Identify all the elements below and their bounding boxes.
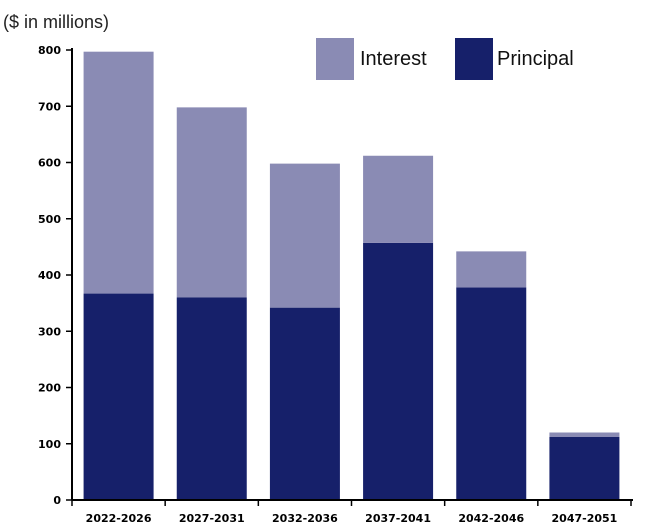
y-tick-label: 800 <box>38 44 61 57</box>
bar-principal-2027-2031 <box>176 297 247 500</box>
x-tick-label: 2022-2026 <box>86 512 152 525</box>
x-axis: 2022-2026 2027-2031 2032-2036 2037-2041 2042… <box>71 499 633 525</box>
legend: Interest Principal <box>316 38 574 80</box>
unit-label: ($ in millions) <box>3 12 109 32</box>
bar-interest-2047-2051 <box>549 432 620 437</box>
bar-interest-2027-2031 <box>176 107 247 298</box>
x-tick-label: 2037-2041 <box>365 512 431 525</box>
y-tick-label: 400 <box>38 269 61 282</box>
y-tick-label: 200 <box>38 382 61 395</box>
bar-principal-2022-2026 <box>83 293 154 500</box>
bar-interest-2037-2041 <box>363 155 434 243</box>
y-tick-label: 0 <box>53 494 61 507</box>
legend-label-principal: Principal <box>497 48 574 70</box>
bar-interest-2022-2026 <box>83 51 154 294</box>
y-axis: 0 100 200 300 400 500 600 700 800 <box>38 44 73 507</box>
x-tick-label: 2032-2036 <box>272 512 338 525</box>
bar-principal-2042-2046 <box>456 287 527 500</box>
x-tick-label: 2027-2031 <box>179 512 245 525</box>
bar-interest-2042-2046 <box>456 251 527 288</box>
legend-label-interest: Interest <box>360 48 427 70</box>
y-tick-label: 500 <box>38 213 61 226</box>
bar-principal-2047-2051 <box>549 437 620 500</box>
bar-interest-2032-2036 <box>269 163 340 308</box>
bar-principal-2037-2041 <box>363 242 434 500</box>
y-tick-label: 100 <box>38 438 61 451</box>
x-tick-label: 2047-2051 <box>552 512 618 525</box>
x-tick-label: 2042-2046 <box>458 512 524 525</box>
bar-principal-2032-2036 <box>269 307 340 500</box>
y-tick-label: 300 <box>38 325 61 338</box>
y-tick-label: 700 <box>38 100 61 113</box>
bars <box>83 51 620 500</box>
legend-swatch-interest <box>316 38 354 80</box>
y-tick-label: 600 <box>38 157 61 170</box>
legend-swatch-principal <box>455 38 493 80</box>
